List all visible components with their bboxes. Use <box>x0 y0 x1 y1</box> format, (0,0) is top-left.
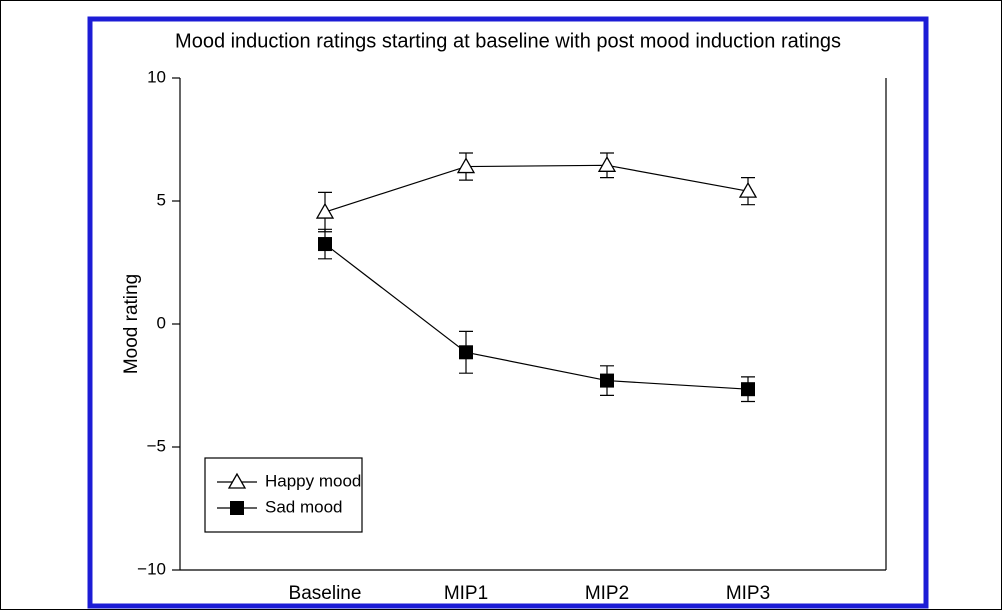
data-point <box>318 237 332 252</box>
series-line <box>324 243 749 390</box>
y-axis-label: Mood rating <box>121 274 142 374</box>
x-tick-label: MIP2 <box>585 583 629 604</box>
series-line <box>324 164 749 213</box>
x-tick-label: MIP3 <box>726 583 770 604</box>
legend-marker <box>230 501 244 515</box>
data-point <box>459 345 473 360</box>
data-point <box>741 382 755 397</box>
legend-label: Happy mood <box>265 471 361 490</box>
data-point <box>600 373 614 388</box>
y-tick-label: 10 <box>147 67 166 86</box>
frame <box>87 16 929 609</box>
data-point <box>597 156 617 172</box>
chart-title: Mood induction ratings starting at basel… <box>175 30 841 52</box>
data-point <box>456 157 476 174</box>
legend-label: Sad mood <box>265 497 343 516</box>
y-tick-label: −5 <box>147 436 166 455</box>
x-tick-label: Baseline <box>289 583 362 604</box>
x-tick-label: MIP1 <box>444 583 488 604</box>
legend-box <box>204 457 363 533</box>
data-point <box>738 181 758 198</box>
y-tick-label: 0 <box>157 313 166 332</box>
y-tick-label: 5 <box>157 190 166 209</box>
data-point <box>315 202 335 219</box>
y-tick-label: −10 <box>137 559 166 578</box>
legend-marker <box>227 472 247 489</box>
